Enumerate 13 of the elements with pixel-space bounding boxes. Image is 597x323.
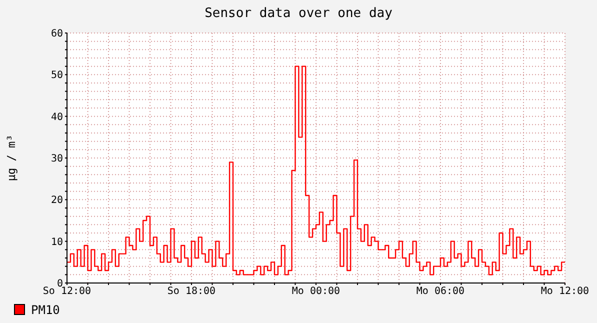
y-tick-label: 50 — [50, 70, 63, 82]
x-tick-label: Mo 12:00 — [540, 286, 590, 298]
x-tick-label: Mo 00:00 — [292, 286, 340, 298]
y-tick-label: 20 — [50, 195, 63, 206]
y-tick-label: 10 — [50, 236, 63, 248]
chart-title: Sensor data over one day — [204, 6, 394, 21]
y-tick-label: 30 — [50, 154, 63, 165]
y-axis-title: µg / m³ — [4, 134, 18, 182]
y-tick-label: 40 — [50, 112, 63, 123]
legend-label: PM10 — [30, 302, 60, 316]
y-tick-label: 60 — [50, 28, 63, 40]
x-tick-label: So 18:00 — [167, 286, 216, 298]
x-tick-label: Mo 06:00 — [416, 286, 465, 298]
